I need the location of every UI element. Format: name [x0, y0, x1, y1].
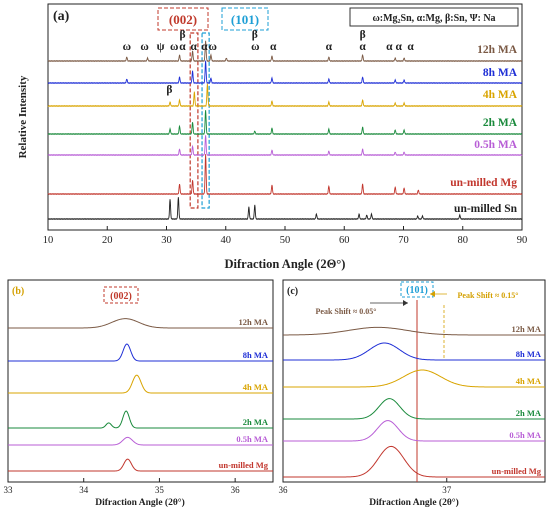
panel-c-box-label: (101) — [406, 285, 428, 296]
zoom2-series-line-4h — [283, 369, 545, 388]
panel-a-ylabel: Relative Intensity — [17, 75, 29, 158]
panel-a-label: (a) — [53, 9, 70, 24]
panel-b-xlabel: Difraction Angle (2θ°) — [95, 497, 185, 508]
a-xtick-label-60: 60 — [339, 235, 350, 246]
panel-a-xlabel: Difraction Angle (2Θ°) — [225, 257, 346, 271]
phase-marker-2: ψ — [157, 41, 165, 53]
zoom2-series-label-2h: 2h MA — [516, 408, 542, 418]
phase-marker-6: α — [201, 41, 208, 53]
series-line-0.5h — [47, 135, 523, 157]
zoom2-series-line-0.5h — [283, 420, 545, 442]
a-xtick-label-90: 90 — [517, 235, 528, 246]
series-line-4h — [47, 83, 523, 108]
series-label-2h: 2h MA — [483, 117, 518, 129]
panel-c: (c) (101) Peak Shift ≈ 0.05° Peak Shift … — [279, 279, 546, 508]
zoom1-series-label-2h: 2h MA — [243, 417, 269, 427]
phase-marker-1: ω — [140, 41, 148, 53]
zoom1-xtick-label-34: 34 — [79, 485, 89, 495]
a-xtick-label-10: 10 — [43, 235, 54, 246]
phase-marker-4: α — [179, 41, 186, 53]
series-line-12h — [47, 40, 523, 63]
box-002-label: (002) — [169, 12, 197, 27]
phase-legend-text: ω:Mg₂Sn, α:Mg, β:Sn, Ψ: Na — [372, 13, 495, 24]
series-line-sn — [47, 197, 523, 221]
phase-marker-9: α — [270, 41, 277, 53]
series-label-8h: 8h MA — [483, 67, 518, 79]
peak-shift-arrowhead-right — [430, 291, 435, 297]
zoom1-series-line-mg — [8, 458, 273, 472]
zoom1-xtick-label-35: 35 — [155, 485, 165, 495]
zoom2-series-label-8h: 8h MA — [516, 349, 542, 359]
panel-b-label: (b) — [12, 286, 24, 297]
a-xtick-label-40: 40 — [221, 235, 232, 246]
zoom2-series-line-2h — [283, 398, 545, 420]
zoom2-series-label-4h: 4h MA — [516, 376, 542, 386]
zoom1-series-line-8h — [8, 343, 273, 362]
ref-box-002 — [189, 32, 199, 209]
a-xtick-label-70: 70 — [398, 235, 409, 246]
phase-marker-12: α — [386, 41, 393, 53]
phase-marker-15: β — [179, 29, 185, 41]
panel-c-label: (c) — [287, 286, 298, 297]
series-label-4h: 4h MA — [483, 89, 518, 101]
phase-marker-16: β — [252, 29, 258, 41]
zoom1-series-label-8h: 8h MA — [243, 350, 269, 360]
zoom1-series-line-4h — [8, 374, 273, 394]
panel-c-box-frame — [400, 281, 434, 298]
zoom1-series-label-12h: 12h MA — [238, 317, 268, 327]
zoom2-series-label-mg: un-milled Mg — [492, 466, 542, 476]
zoom1-series-line-12h — [8, 318, 273, 329]
phase-marker-13: α — [396, 41, 403, 53]
phase-marker-7: ω — [209, 41, 217, 53]
zoom1-series-label-mg: un-milled Mg — [219, 460, 269, 470]
zoom2-series-line-12h — [283, 326, 545, 336]
phase-marker-18: β — [166, 84, 172, 96]
panel-b-box-frame — [103, 286, 139, 304]
zoom2-series-label-12h: 12h MA — [511, 324, 541, 334]
series-label-12h: 12h MA — [477, 44, 518, 56]
series-label-mg: un-milled Mg — [450, 177, 517, 189]
zoom2-xtick-label-36: 36 — [279, 485, 289, 495]
phase-marker-3: ω — [170, 41, 178, 53]
a-xtick-label-30: 30 — [161, 235, 172, 246]
series-label-0.5h: 0.5h MA — [474, 139, 518, 151]
zoom2-xtick-label-37: 37 — [442, 485, 452, 495]
ref-box-101 — [201, 32, 210, 209]
phase-marker-17: β — [360, 29, 366, 41]
zoom1-series-line-0.5h — [8, 436, 273, 446]
series-line-2h — [47, 110, 523, 136]
zoom2-series-label-0.5h: 0.5h MA — [509, 430, 542, 440]
panel-c-xlabel: Difraction Angle (2θ°) — [369, 497, 459, 508]
a-xtick-label-50: 50 — [280, 235, 291, 246]
panel-b: (b) (002) Difraction Angle (2θ°) 12h MA 8… — [4, 279, 274, 508]
box-101-label-frame — [221, 7, 269, 31]
series-label-sn: un-milled Sn — [454, 203, 518, 215]
phase-marker-5: α — [191, 41, 198, 53]
series-line-8h — [47, 60, 523, 85]
zoom1-series-label-0.5h: 0.5h MA — [236, 434, 269, 444]
zoom1-series-label-4h: 4h MA — [243, 382, 269, 392]
phase-marker-10: α — [326, 41, 333, 53]
phase-marker-11: α — [359, 41, 366, 53]
zoom1-series-line-2h — [8, 410, 273, 429]
peak-shift-annotation-right: Peak Shift ≈ 0.15° — [458, 291, 519, 300]
zoom2-series-line-8h — [283, 342, 545, 361]
panel-a: (a) Relative Intensity Difraction Angle … — [17, 3, 528, 271]
peak-shift-annotation-left: Peak Shift ≈ 0.05° — [316, 307, 377, 316]
a-xtick-label-20: 20 — [102, 235, 113, 246]
zoom1-xtick-label-33: 33 — [4, 485, 14, 495]
phase-legend-box — [349, 7, 519, 27]
box-002-label-frame — [157, 7, 209, 31]
zoom1-xtick-label-36: 36 — [231, 485, 241, 495]
zoom2-series-line-mg — [283, 445, 545, 478]
series-line-mg — [47, 154, 523, 196]
phase-marker-8: ω — [251, 41, 259, 53]
a-xtick-label-80: 80 — [458, 235, 469, 246]
panel-b-box-label: (002) — [110, 291, 132, 302]
phase-marker-0: ω — [123, 41, 131, 53]
box-101-label: (101) — [231, 12, 259, 27]
peak-shift-arrowhead-left — [403, 300, 408, 306]
phase-marker-14: α — [407, 41, 414, 53]
